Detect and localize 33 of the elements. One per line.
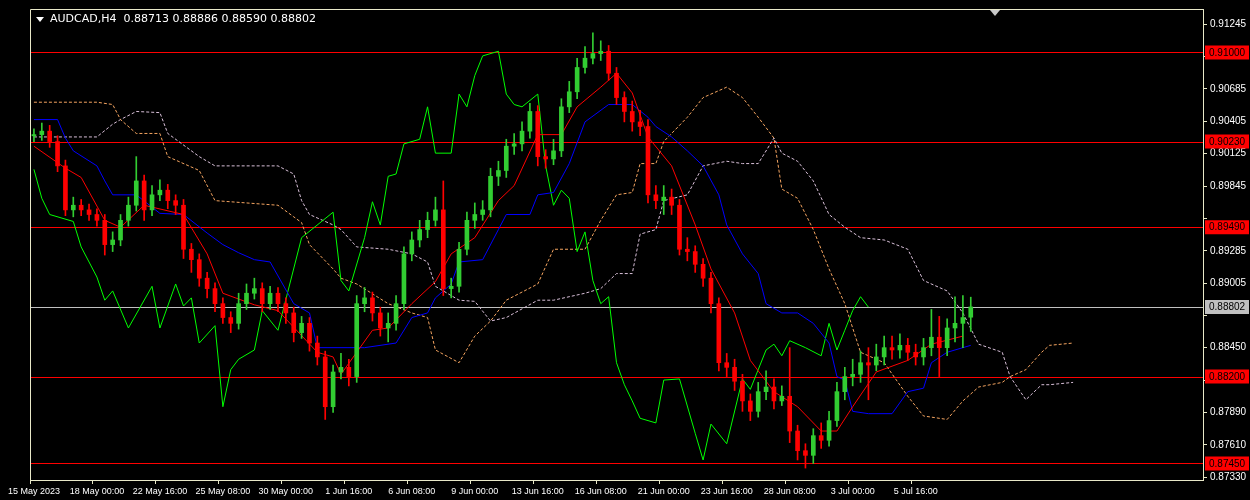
y-tick-label: 0.87330 bbox=[1210, 471, 1247, 483]
y-tick-label: 0.91245 bbox=[1210, 17, 1247, 29]
y-tick-label: 0.89005 bbox=[1210, 277, 1247, 289]
y-tick-label: 0.89285 bbox=[1210, 244, 1247, 256]
ref-line-label: 0.88200 bbox=[1209, 370, 1246, 382]
x-tick-label: 30 May 00:00 bbox=[258, 485, 314, 496]
y-tick-label: 0.89845 bbox=[1210, 179, 1247, 191]
x-tick-label: 21 Jun 00:00 bbox=[637, 485, 690, 496]
ref-line-label: 0.91000 bbox=[1209, 46, 1246, 58]
x-tick-label: 25 May 08:00 bbox=[195, 485, 251, 496]
y-tick-label: 0.90685 bbox=[1210, 82, 1247, 94]
y-tick-label: 0.90405 bbox=[1210, 115, 1247, 127]
x-tick-label: 28 Jun 08:00 bbox=[763, 485, 816, 496]
ref-line-label: 0.90230 bbox=[1209, 135, 1246, 147]
x-tick-label: 6 Jun 08:00 bbox=[388, 485, 436, 496]
x-tick-label: 9 Jun 00:00 bbox=[451, 485, 499, 496]
x-tick-label: 5 Jul 16:00 bbox=[893, 485, 938, 496]
x-tick-label: 22 May 16:00 bbox=[132, 485, 188, 496]
y-tick-label: 0.87610 bbox=[1210, 438, 1247, 450]
chart-title: AUDCAD,H4 0.88713 0.88886 0.88590 0.88802 bbox=[50, 12, 316, 25]
x-tick-label: 15 May 2023 bbox=[7, 485, 60, 496]
x-tick-label: 23 Jun 16:00 bbox=[700, 485, 753, 496]
x-tick-label: 18 May 00:00 bbox=[69, 485, 125, 496]
x-tick-label: 3 Jul 00:00 bbox=[830, 485, 875, 496]
ref-line-label: 0.89490 bbox=[1209, 221, 1246, 233]
x-tick-label: 1 Jun 16:00 bbox=[325, 485, 373, 496]
ref-line-label: 0.87450 bbox=[1209, 457, 1246, 469]
x-tick-label: 16 Jun 08:00 bbox=[574, 485, 627, 496]
y-tick-label: 0.90125 bbox=[1210, 147, 1247, 159]
y-tick-label: 0.88450 bbox=[1210, 341, 1247, 353]
ref-line-label: 0.88802 bbox=[1209, 301, 1246, 313]
x-tick-label: 13 Jun 16:00 bbox=[511, 485, 564, 496]
y-tick-label: 0.87890 bbox=[1210, 406, 1247, 418]
